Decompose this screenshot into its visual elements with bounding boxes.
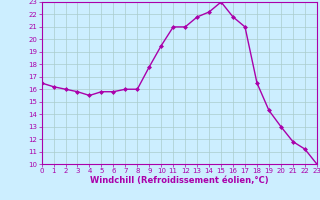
X-axis label: Windchill (Refroidissement éolien,°C): Windchill (Refroidissement éolien,°C) bbox=[90, 176, 268, 185]
